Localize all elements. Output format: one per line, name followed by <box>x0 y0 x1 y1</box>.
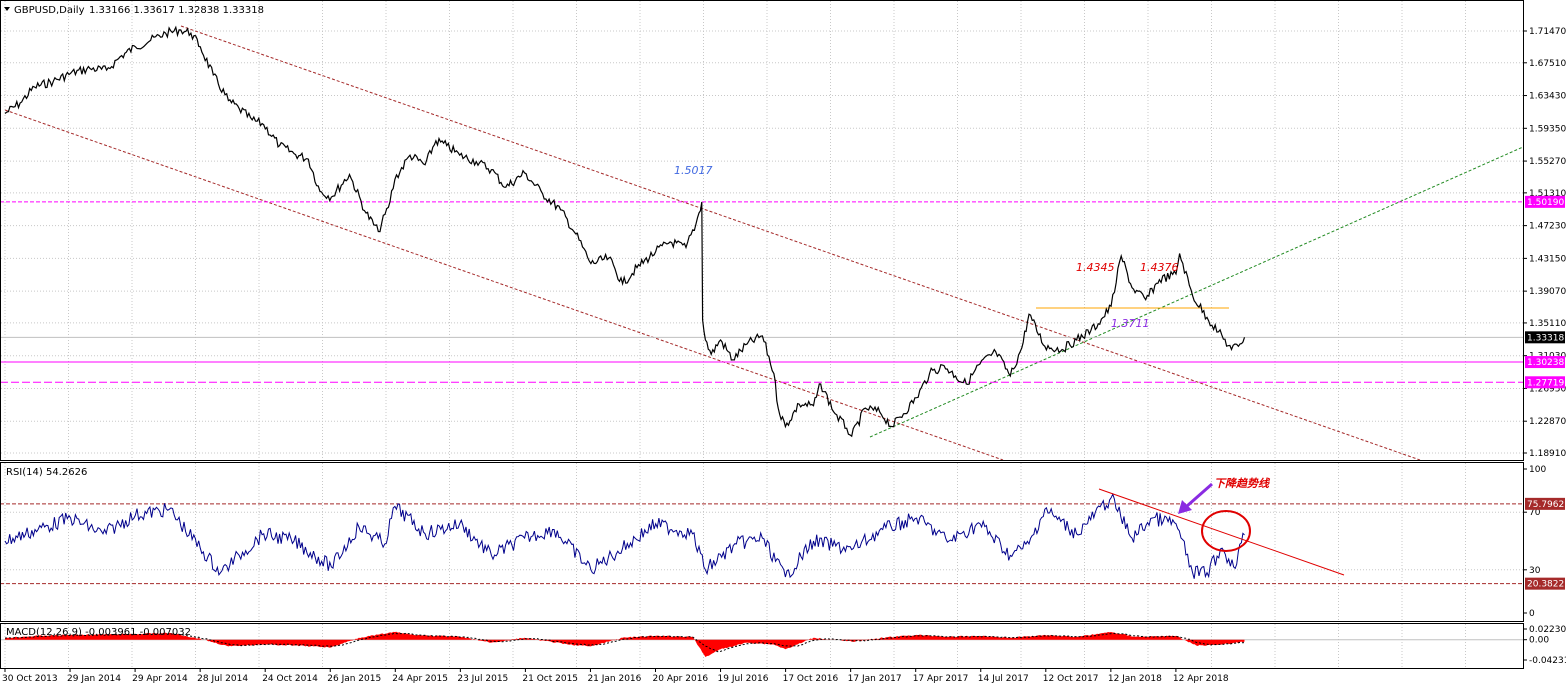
time-tick-label: 28 Jul 2014 <box>197 674 248 684</box>
annotation-1-4376: 1.4376 <box>1140 261 1179 274</box>
rsi-tick-label: 0 <box>1529 609 1535 619</box>
channel-upper-line[interactable] <box>180 25 1421 460</box>
macd-axis[interactable]: 0.0223070.00 -0.042312 <box>1523 625 1566 666</box>
rsi-line[interactable] <box>4 492 1245 579</box>
annotation-1-3711: 1.3711 <box>1111 317 1150 330</box>
level-tag-1-50190 <box>1525 195 1565 208</box>
price-drawings <box>1 25 1523 460</box>
price-tick-label: 1.59350 <box>1529 124 1566 134</box>
rsi-level-tag-low-text: 20.3822 <box>1527 580 1564 590</box>
price-tick-label: 1.22870 <box>1529 417 1566 427</box>
time-tick-label: 14 Jul 2017 <box>978 674 1029 684</box>
macd-grid <box>4 624 1466 668</box>
time-tick-label: 23 Jul 2015 <box>457 674 508 684</box>
time-tick-label: 26 Jan 2015 <box>327 674 381 684</box>
symbol-label: GBPUSD,Daily <box>14 5 85 16</box>
level-tag-1-30238 <box>1525 356 1565 369</box>
time-tick-label: 21 Oct 2015 <box>522 674 578 684</box>
price-tick-label: 1.39070 <box>1529 287 1566 297</box>
price-tags: 1.33318 1.50190 1.30238 1.27719 75.7962 … <box>1525 195 1565 590</box>
time-axis[interactable]: 30 Oct 2013 29 Jan 2014 29 Apr 2014 28 Jul … <box>2 668 1229 684</box>
rsi-tick-label: 100 <box>1529 465 1546 475</box>
price-tick-label: 1.51310 <box>1529 189 1566 199</box>
price-tick-label: 1.47230 <box>1529 222 1566 232</box>
price-tick-label: 1.26950 <box>1529 384 1566 394</box>
time-tick-label: 21 Jan 2016 <box>587 674 641 684</box>
time-tick-label: 17 Apr 2017 <box>913 674 969 684</box>
price-tick-label: 1.55270 <box>1529 157 1566 167</box>
ohlc-values: 1.33166 1.33617 1.32838 1.33318 <box>89 5 264 16</box>
rsi-level-tag-high-text: 75.7962 <box>1527 500 1564 510</box>
price-line[interactable] <box>4 25 1246 438</box>
rsi-level-tag-high <box>1525 497 1565 510</box>
time-tick-label: 24 Oct 2014 <box>262 674 318 684</box>
time-tick-label: 12 Jan 2018 <box>1108 674 1162 684</box>
rsi-arrow-head <box>1178 500 1192 514</box>
macd-panel-frame <box>0 623 1524 669</box>
price-tick-label: 1.18910 <box>1529 449 1566 459</box>
price-tick-label: 1.67510 <box>1529 59 1566 69</box>
rsi-trendline-label: 下降趋势线 <box>1214 477 1271 490</box>
time-tick-label: 30 Oct 2013 <box>2 674 58 684</box>
price-axis[interactable]: 1.71470 1.67510 1.63430 1.59350 1.55270 1.513… <box>1523 27 1566 459</box>
time-tick-label: 29 Apr 2014 <box>132 674 188 684</box>
time-tick-label: 20 Apr 2016 <box>653 674 709 684</box>
rsi-label: RSI(14) 54.2626 <box>6 467 87 478</box>
price-tick-label: 1.43150 <box>1529 254 1566 264</box>
time-tick-label: 19 Jul 2016 <box>718 674 769 684</box>
price-tick-label: 1.71470 <box>1529 27 1566 37</box>
rsi-arrow-shaft <box>1186 482 1213 508</box>
rsi-drawings <box>1 482 1523 585</box>
time-tick-label: 17 Oct 2016 <box>783 674 839 684</box>
level-tag-1-27719 <box>1525 376 1565 389</box>
macd-histogram[interactable] <box>5 631 1245 657</box>
time-tick-label: 12 Oct 2017 <box>1043 674 1099 684</box>
price-tick-label: 1.63430 <box>1529 92 1566 102</box>
level-tag-1-30238-text: 1.30238 <box>1527 358 1564 368</box>
rsi-level-tag-low <box>1525 577 1565 590</box>
annotation-1-4345: 1.4345 <box>1076 261 1115 274</box>
rsi-tick-label: 70 <box>1529 508 1541 518</box>
last-price-tag-text: 1.33318 <box>1527 333 1564 343</box>
level-tag-1-50190-text: 1.50190 <box>1527 198 1564 208</box>
macd-tick-label: 0.022307 <box>1529 625 1566 635</box>
rsi-highlight-circle <box>1201 510 1251 552</box>
macd-tick-label: -0.042312 <box>1529 656 1566 666</box>
channel-lower-line[interactable] <box>4 109 1004 460</box>
macd-label: MACD(12,26,9) -0.003961 -0.007032 <box>6 627 191 638</box>
annotation-1-5017: 1.5017 <box>674 164 713 177</box>
macd-drawings <box>1 631 1523 657</box>
rsi-axis[interactable]: 100 70 30 0 <box>1523 465 1546 619</box>
support-trend-line[interactable] <box>869 146 1523 438</box>
symbol-dropdown-icon[interactable] <box>4 7 10 11</box>
level-tag-1-27719-text: 1.27719 <box>1527 378 1564 388</box>
macd-tick-label: 0.00 <box>1529 636 1549 646</box>
time-tick-label: 29 Jan 2014 <box>67 674 121 684</box>
price-tick-label: 1.35110 <box>1529 319 1566 329</box>
time-tick-label: 17 Jan 2017 <box>848 674 902 684</box>
rsi-tick-label: 30 <box>1529 566 1541 576</box>
last-price-tag <box>1525 331 1565 344</box>
rsi-downtrend-line[interactable] <box>1098 488 1345 576</box>
time-tick-label: 12 Apr 2018 <box>1173 674 1229 684</box>
time-tick-label: 24 Apr 2015 <box>392 674 448 684</box>
price-panel-frame <box>0 0 1524 461</box>
rsi-panel-frame <box>0 462 1524 622</box>
